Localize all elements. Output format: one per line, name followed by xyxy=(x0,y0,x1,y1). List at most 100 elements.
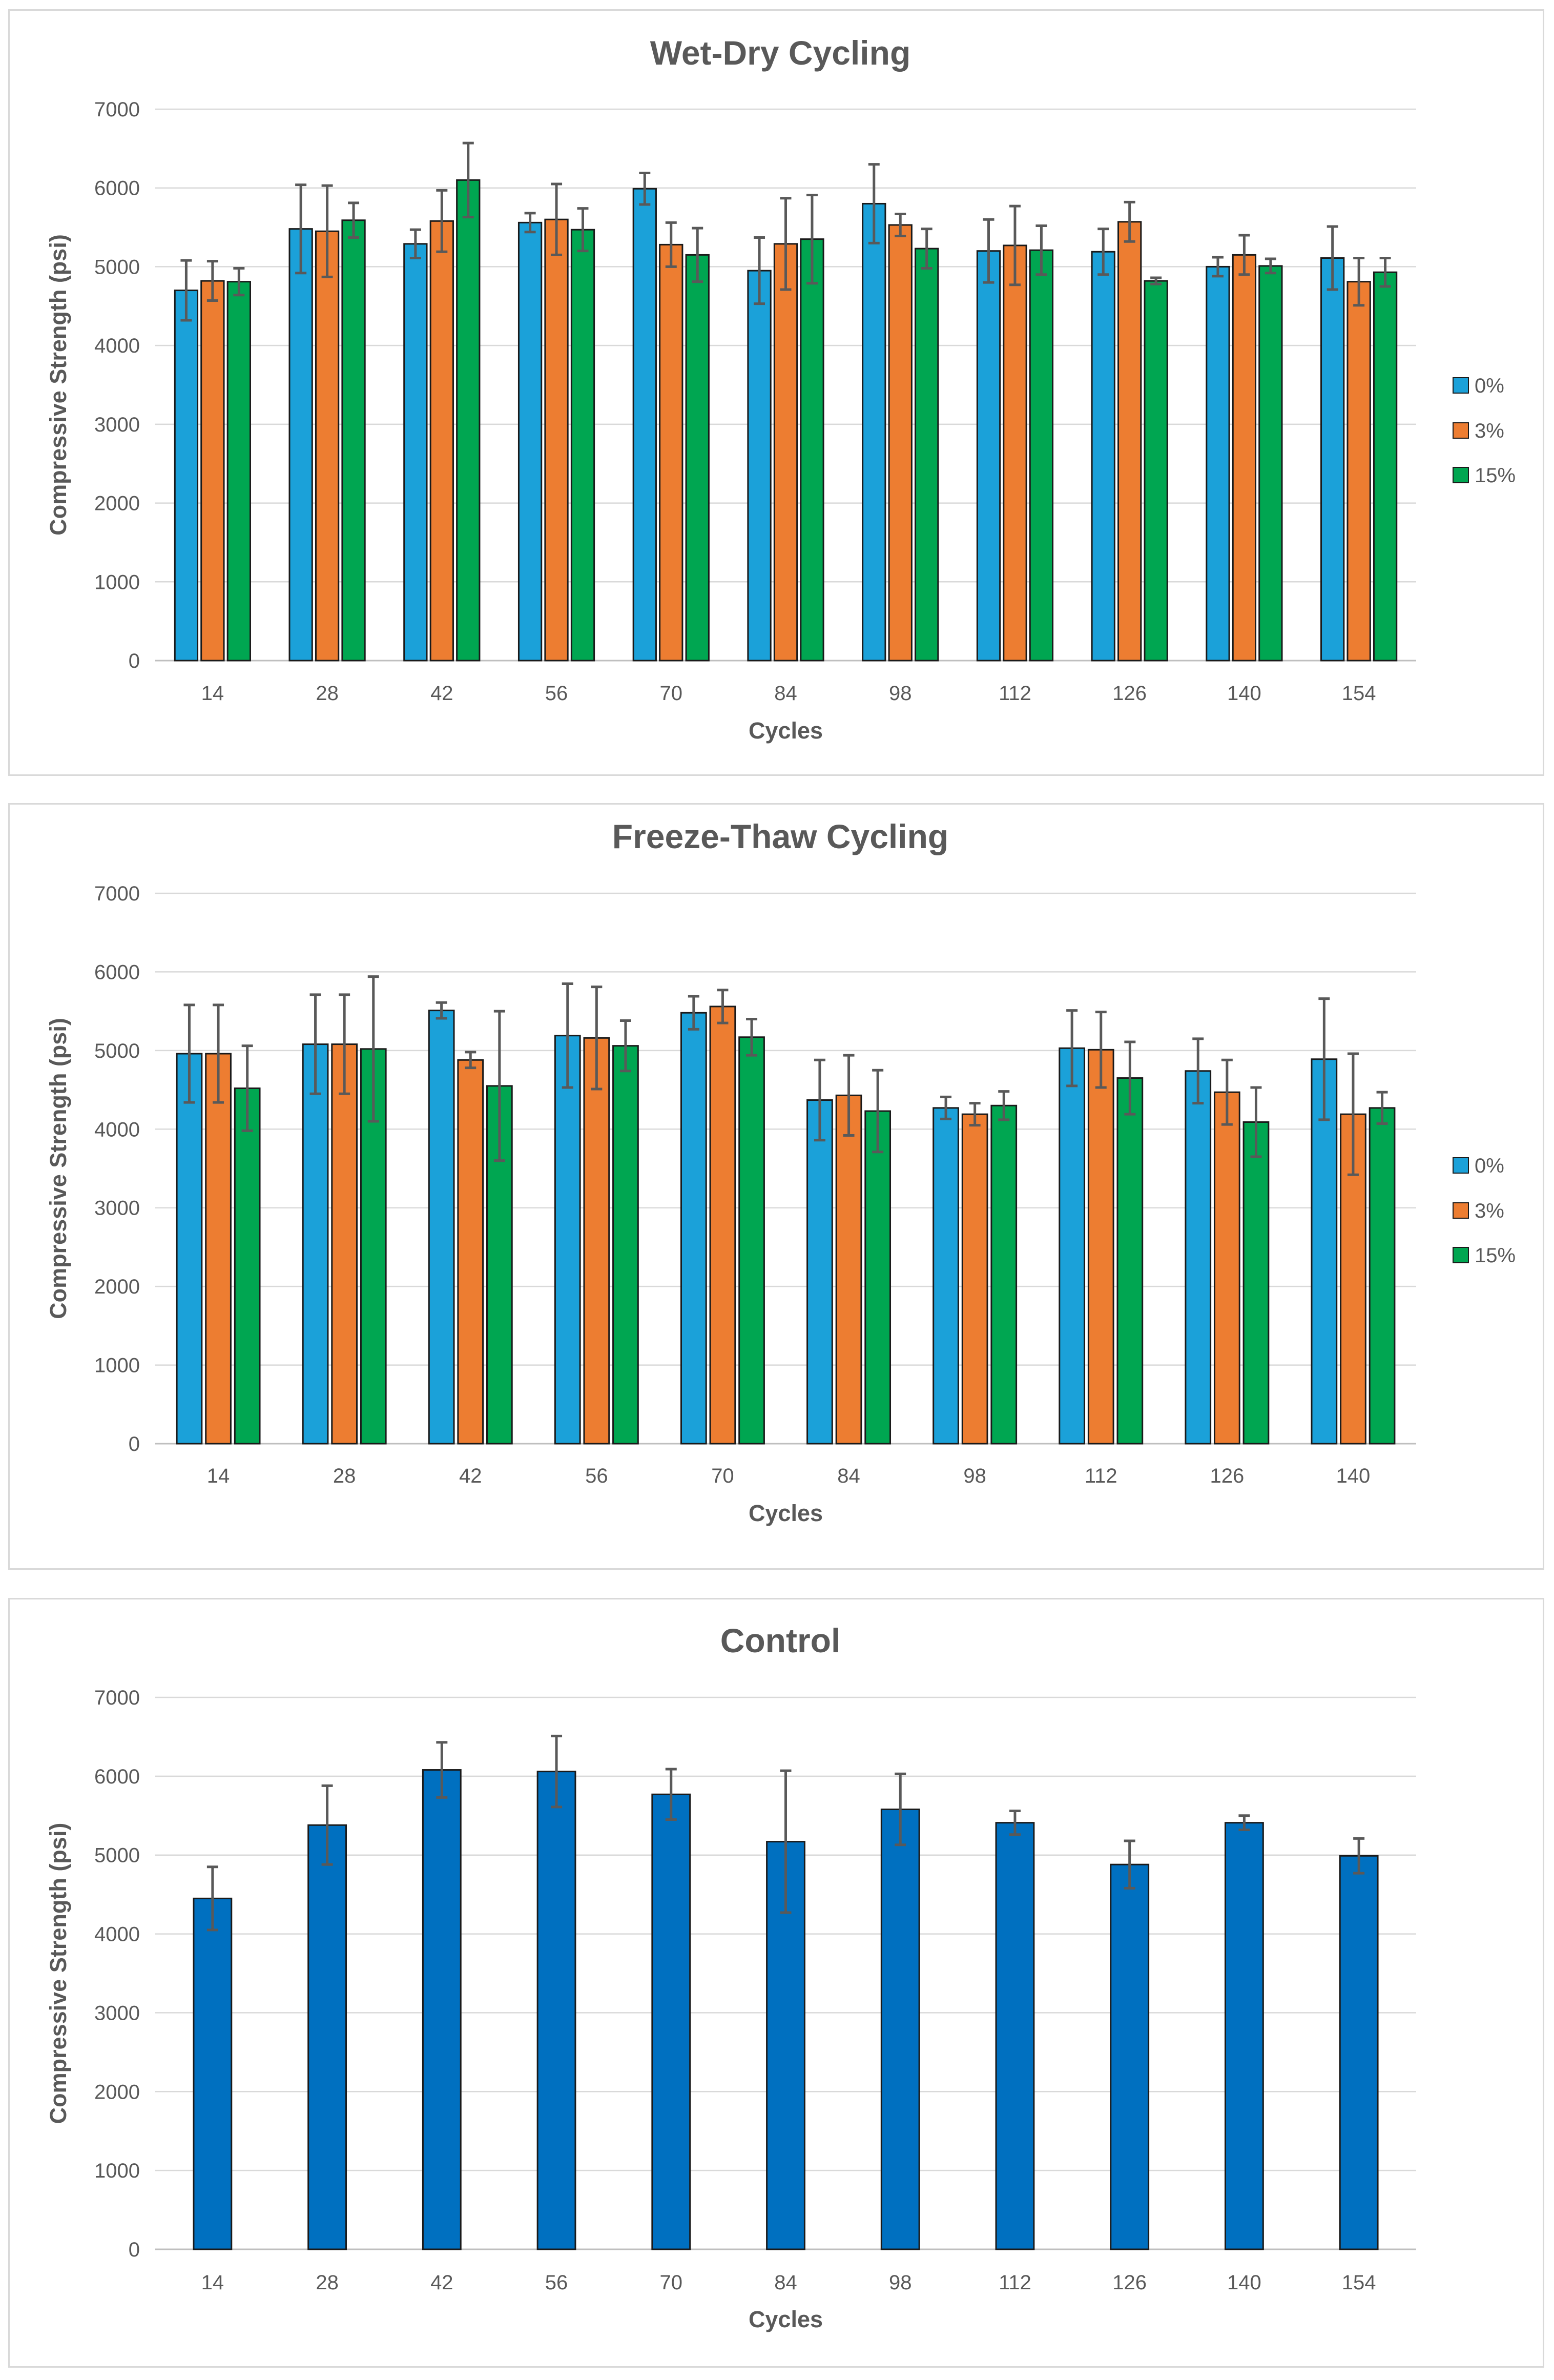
error-bar-3-126 xyxy=(1221,1058,1233,1126)
bar-control-14 xyxy=(193,1897,233,2250)
bar-15-70 xyxy=(685,254,710,662)
x-tick-label: 140 xyxy=(1227,682,1261,705)
x-tick-label: 84 xyxy=(837,1465,860,1487)
error-bar-15-70 xyxy=(746,1017,758,1057)
error-bar-0-28 xyxy=(309,993,321,1095)
error-bar-15-112 xyxy=(1035,224,1047,276)
bar-0-154 xyxy=(1320,257,1345,662)
bar-0-126 xyxy=(1185,1070,1212,1445)
bar-0-70 xyxy=(680,1012,707,1445)
error-bar-0-42 xyxy=(436,1001,447,1020)
bar-0-126 xyxy=(1091,251,1115,662)
legend-label-15: 15% xyxy=(1475,1244,1516,1267)
error-bar-3-84 xyxy=(843,1054,855,1137)
error-bar-0-126 xyxy=(1097,228,1109,276)
bar-control-140 xyxy=(1224,1822,1264,2250)
error-bar-control-154 xyxy=(1353,1837,1365,1875)
chart-title: Control xyxy=(720,1622,841,1659)
error-bar-3-14 xyxy=(206,260,218,302)
error-bar-15-42 xyxy=(493,1010,505,1162)
x-tick-label: 28 xyxy=(316,682,339,705)
bar-3-112 xyxy=(1003,244,1027,662)
error-bar-3-98 xyxy=(895,212,906,237)
error-bar-15-28 xyxy=(348,201,360,239)
error-bar-15-70 xyxy=(692,227,703,283)
x-tick-label: 70 xyxy=(711,1465,734,1487)
bar-15-112 xyxy=(1029,249,1054,662)
legend-swatch-3 xyxy=(1453,1202,1469,1219)
legend-swatch-15 xyxy=(1453,1247,1469,1263)
wet-dry-cycling-svg: Wet-Dry Cycling 0 1000 2000 3000 4000 5000 6000… xyxy=(45,34,1516,744)
error-bar-15-56 xyxy=(577,207,589,253)
error-bar-0-112 xyxy=(1066,1009,1078,1088)
bar-15-14 xyxy=(226,281,251,662)
error-bar-15-84 xyxy=(872,1069,884,1154)
bar-15-56 xyxy=(570,229,595,662)
x-tick-label: 140 xyxy=(1227,2271,1261,2294)
error-bar-0-14 xyxy=(183,1003,195,1104)
bar-3-126 xyxy=(1117,221,1142,662)
y-tick-label: 3000 xyxy=(94,1197,140,1220)
y-tick-label: 2000 xyxy=(94,2081,140,2103)
bar-0-14 xyxy=(174,290,199,662)
y-tick-label: 2000 xyxy=(94,1276,140,1298)
bar-15-112 xyxy=(1116,1077,1144,1445)
bar-0-56 xyxy=(517,221,543,662)
bar-0-56 xyxy=(554,1035,581,1445)
legend-swatch-3 xyxy=(1453,422,1469,439)
error-bar-15-14 xyxy=(241,1044,253,1132)
bar-control-42 xyxy=(422,1769,462,2250)
bar-0-140 xyxy=(1206,265,1230,662)
bar-3-42 xyxy=(429,220,454,662)
x-axis-label: Cycles xyxy=(749,1500,823,1526)
y-tick-label: 0 xyxy=(129,1433,140,1455)
bar-0-84 xyxy=(747,270,772,662)
y-tick-label: 3000 xyxy=(94,414,140,436)
error-bar-15-56 xyxy=(619,1019,631,1073)
x-tick-label: 112 xyxy=(999,682,1031,705)
bar-3-84 xyxy=(835,1094,862,1445)
x-tick-label: 56 xyxy=(585,1465,608,1487)
bar-control-56 xyxy=(536,1771,576,2250)
x-tick-label: 14 xyxy=(201,682,224,705)
bar-3-56 xyxy=(544,218,569,662)
x-tick-label: 154 xyxy=(1342,682,1376,705)
error-bar-0-98 xyxy=(940,1095,952,1120)
error-bar-15-126 xyxy=(1250,1086,1262,1158)
bar-0-42 xyxy=(403,243,428,662)
x-tick-label: 112 xyxy=(999,2271,1031,2294)
x-tick-label: 84 xyxy=(774,2271,797,2294)
bar-0-98 xyxy=(862,202,886,662)
error-bar-0-140 xyxy=(1318,997,1330,1121)
y-tick-label: 1000 xyxy=(94,571,140,593)
y-tick-label: 6000 xyxy=(94,1766,140,1788)
y-axis-label: Compressive Strength (psi) xyxy=(45,1823,71,2124)
bar-3-28 xyxy=(331,1043,358,1445)
bar-15-98 xyxy=(915,248,939,662)
error-bar-3-112 xyxy=(1095,1011,1107,1089)
error-bar-3-84 xyxy=(780,197,792,291)
legend-label-15: 15% xyxy=(1475,464,1516,487)
error-bar-3-28 xyxy=(321,184,333,278)
error-bar-15-42 xyxy=(462,141,474,219)
x-tick-label: 70 xyxy=(660,2271,683,2294)
error-bar-0-140 xyxy=(1212,256,1224,278)
chart-title: Freeze-Thaw Cycling xyxy=(612,817,949,855)
y-tick-label: 2000 xyxy=(94,493,140,515)
bar-control-154 xyxy=(1339,1855,1379,2250)
control-svg: Control 0 1000 2000 3000 4000 5000 6000 7000 Comp… xyxy=(45,1622,1416,2332)
error-bar-3-112 xyxy=(1009,204,1021,286)
bar-0-28 xyxy=(288,228,313,662)
x-axis-label: Cycles xyxy=(749,2306,823,2332)
bar-3-98 xyxy=(961,1113,988,1445)
x-tick-label: 56 xyxy=(545,2271,568,2294)
error-bar-3-56 xyxy=(591,986,603,1091)
error-bar-0-14 xyxy=(180,259,192,322)
legend-label-3: 3% xyxy=(1475,1200,1504,1222)
bar-15-56 xyxy=(612,1045,639,1445)
bar-0-28 xyxy=(302,1043,329,1445)
error-bar-3-42 xyxy=(436,189,448,253)
y-tick-label: 4000 xyxy=(94,1118,140,1141)
chart-title: Wet-Dry Cycling xyxy=(650,34,911,72)
error-bar-0-112 xyxy=(983,218,994,284)
